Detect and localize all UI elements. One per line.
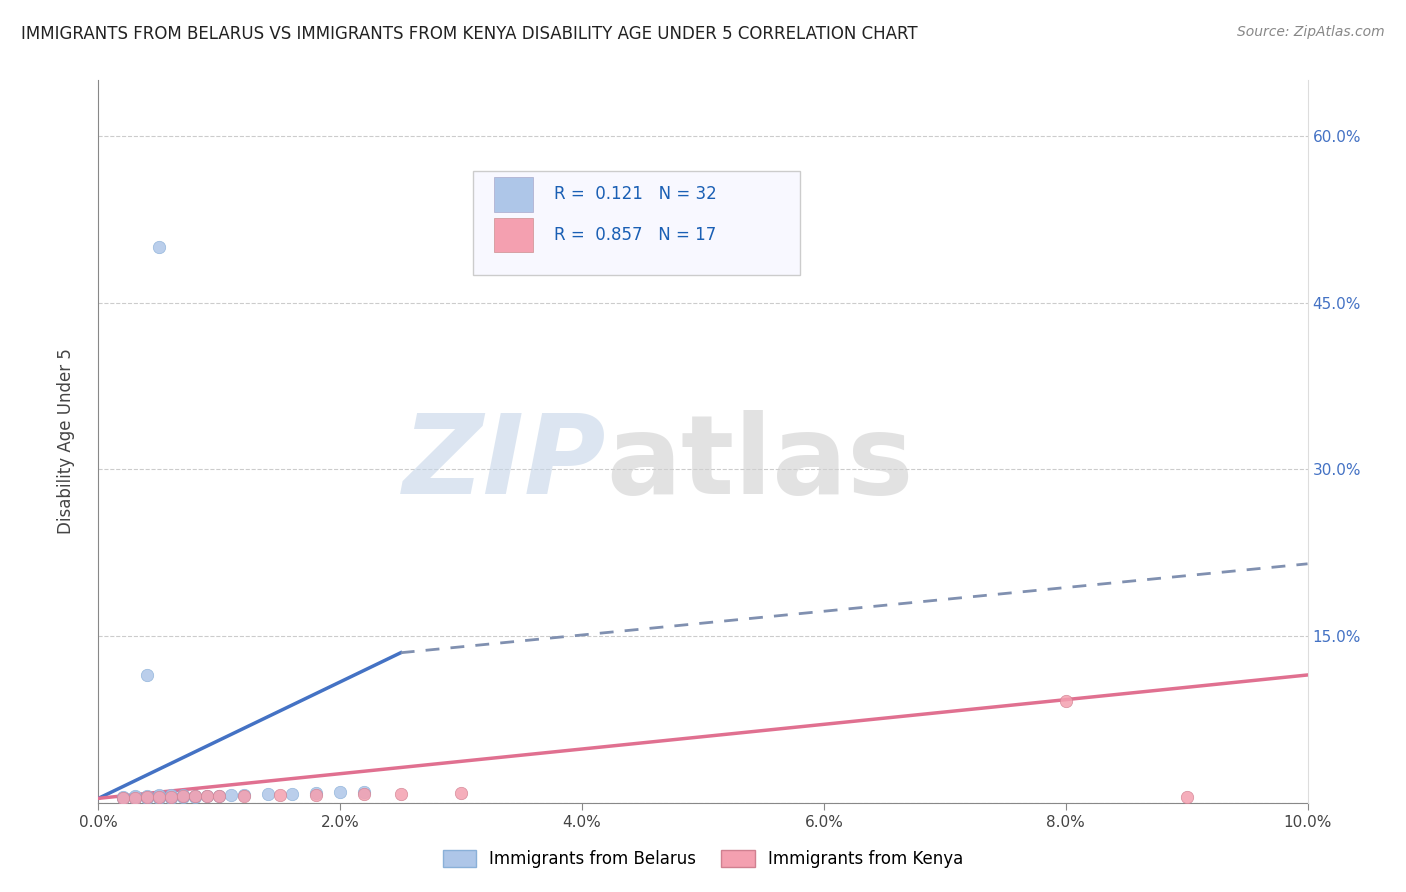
Point — [269, 788, 291, 802]
Point — [148, 240, 170, 254]
Text: IMMIGRANTS FROM BELARUS VS IMMIGRANTS FROM KENYA DISABILITY AGE UNDER 5 CORRELAT: IMMIGRANTS FROM BELARUS VS IMMIGRANTS FR… — [21, 25, 918, 43]
Point — [353, 787, 375, 801]
Point — [184, 789, 207, 804]
Point — [195, 789, 218, 804]
Text: ZIP: ZIP — [402, 409, 606, 516]
Point — [221, 788, 243, 802]
Point — [232, 788, 254, 802]
Point — [184, 790, 207, 805]
Point — [160, 791, 183, 805]
Point — [148, 790, 170, 805]
Text: R =  0.857   N = 17: R = 0.857 N = 17 — [554, 226, 717, 244]
Point — [160, 789, 183, 804]
Point — [135, 789, 157, 804]
Point — [160, 788, 183, 802]
Point — [124, 791, 146, 805]
Point — [135, 790, 157, 805]
Point — [160, 790, 183, 805]
Point — [172, 789, 194, 804]
Legend: Immigrants from Belarus, Immigrants from Kenya: Immigrants from Belarus, Immigrants from… — [436, 843, 970, 875]
Point — [389, 787, 412, 801]
Point — [208, 789, 231, 804]
Point — [124, 789, 146, 804]
Point — [1054, 693, 1077, 707]
Point — [256, 787, 278, 801]
Point — [160, 790, 183, 805]
Point — [208, 789, 231, 804]
Point — [124, 791, 146, 805]
Point — [195, 789, 218, 804]
Point — [172, 790, 194, 805]
Point — [305, 788, 328, 802]
FancyBboxPatch shape — [494, 178, 533, 211]
Point — [281, 787, 304, 801]
Point — [148, 791, 170, 805]
Point — [305, 786, 328, 800]
FancyBboxPatch shape — [494, 218, 533, 252]
Point — [111, 791, 134, 805]
Y-axis label: Disability Age Under 5: Disability Age Under 5 — [56, 349, 75, 534]
Text: Source: ZipAtlas.com: Source: ZipAtlas.com — [1237, 25, 1385, 39]
Point — [124, 790, 146, 805]
Point — [135, 668, 157, 682]
Point — [172, 789, 194, 804]
Point — [148, 790, 170, 805]
Point — [135, 791, 157, 805]
Point — [1175, 790, 1198, 805]
Text: R =  0.121   N = 32: R = 0.121 N = 32 — [554, 186, 717, 203]
Point — [353, 785, 375, 799]
Point — [329, 785, 352, 799]
Point — [148, 788, 170, 802]
Point — [172, 788, 194, 802]
Point — [148, 789, 170, 804]
Point — [111, 791, 134, 805]
Point — [135, 790, 157, 805]
Point — [232, 789, 254, 804]
FancyBboxPatch shape — [474, 170, 800, 276]
Point — [450, 786, 472, 800]
Text: atlas: atlas — [606, 409, 914, 516]
Point — [111, 790, 134, 805]
Point — [184, 789, 207, 804]
